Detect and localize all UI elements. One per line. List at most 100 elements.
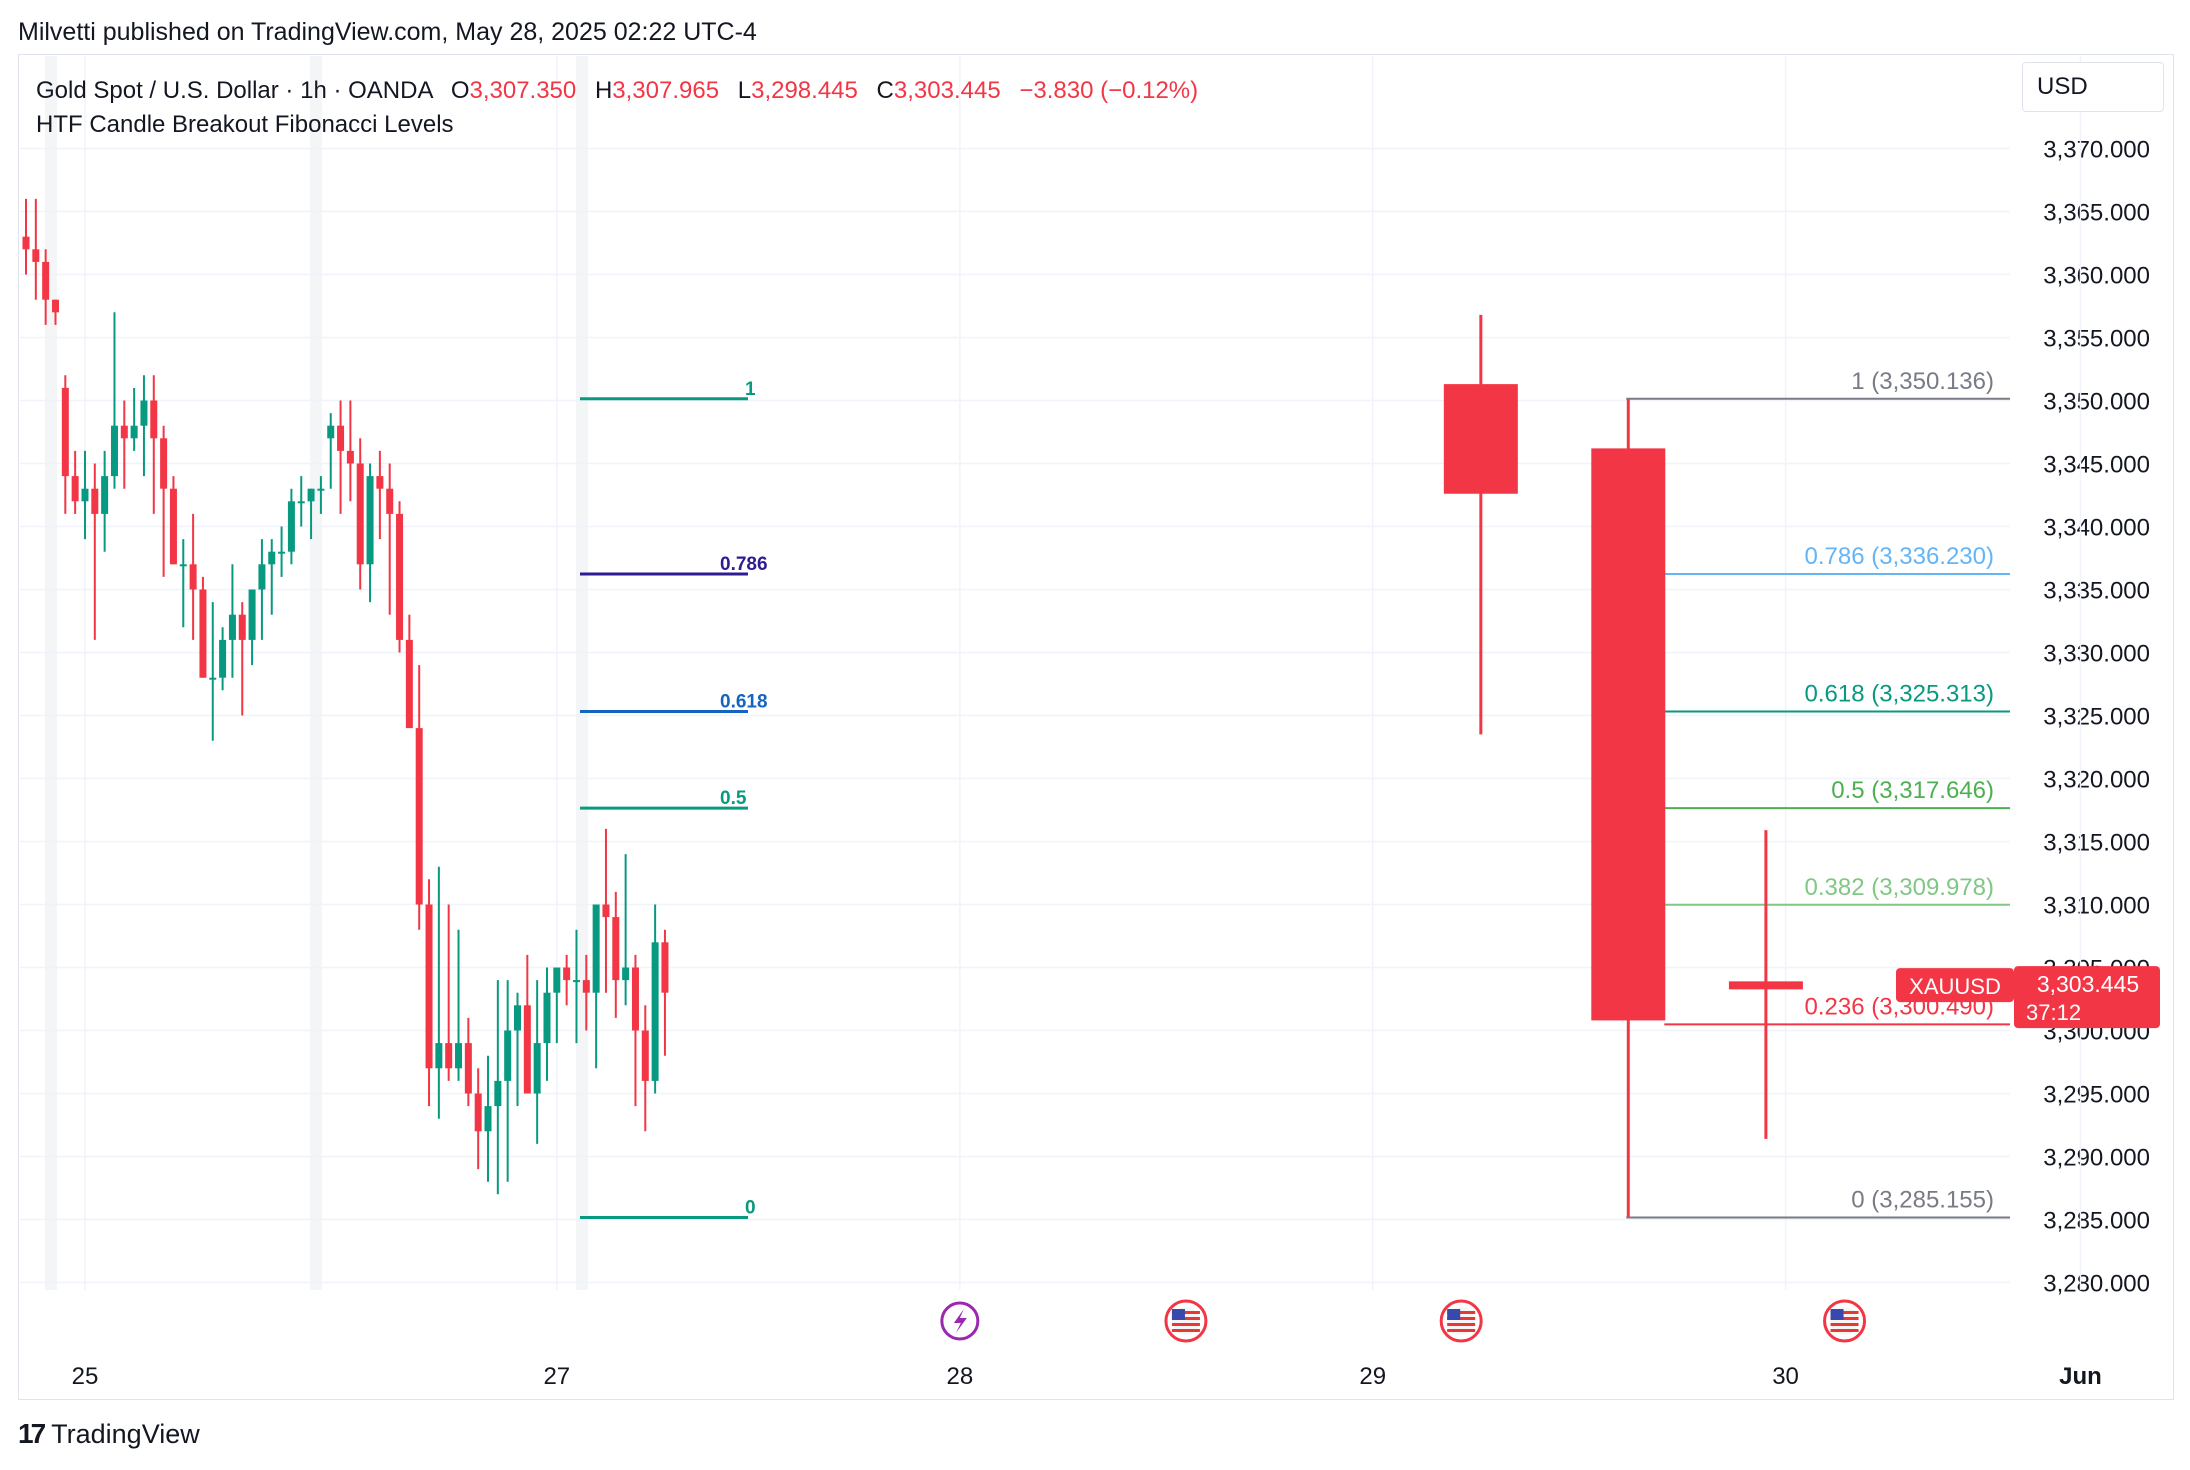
htf-candle-body	[1443, 384, 1518, 494]
y-tick-label: 3,280.000	[2043, 1271, 2150, 1298]
candle-body	[238, 614, 246, 640]
candle-body	[209, 677, 217, 680]
candle-body	[120, 425, 128, 439]
price-tag-symbol	[1896, 968, 2014, 1003]
candle-body	[287, 501, 295, 552]
y-tick-label: 3,310.000	[2043, 893, 2150, 920]
x-tick-label: 30	[1772, 1363, 1799, 1390]
candle-body	[553, 967, 561, 993]
fib-short-label-0-786: 0.786	[720, 554, 768, 575]
y-tick-label: 3,370.000	[2043, 137, 2150, 164]
tradingview-logo[interactable]: 17 TradingView	[18, 1418, 200, 1450]
candle-body	[435, 1043, 443, 1069]
candle-body	[376, 476, 384, 489]
candle-body	[533, 1043, 541, 1094]
candle-body	[228, 614, 236, 640]
candle-body	[622, 967, 630, 981]
candle-body	[356, 463, 364, 565]
candle-body	[297, 501, 305, 504]
price-tag-value	[2014, 966, 2160, 1029]
us-flag-canton	[1447, 1309, 1461, 1320]
candle-body	[602, 904, 610, 918]
session-break-2	[576, 56, 588, 1290]
us-flag-canton	[1171, 1309, 1185, 1320]
candle-body	[189, 564, 197, 590]
candle-body	[22, 236, 30, 250]
fib-label-0-786: 0.786 (3,336.230)	[1805, 543, 1994, 570]
x-tick-label: 28	[946, 1363, 973, 1390]
currency-selector[interactable]: USD	[2022, 62, 2164, 112]
indicator-name[interactable]: HTF Candle Breakout Fibonacci Levels	[36, 111, 454, 138]
htf-candle-body	[1728, 981, 1803, 990]
fib-short-label-0: 0	[745, 1198, 756, 1219]
candle-body	[278, 551, 286, 554]
candle-body	[464, 1043, 472, 1094]
us-flag-stripe	[1171, 1311, 1200, 1314]
candle-body	[258, 564, 266, 590]
candle-body	[563, 967, 571, 981]
candle-body	[504, 1030, 512, 1081]
y-tick-label: 3,290.000	[2043, 1145, 2150, 1172]
y-tick-label: 3,345.000	[2043, 452, 2150, 479]
tradingview-logo-text: TradingView	[51, 1418, 200, 1449]
candle-body	[484, 1106, 492, 1132]
candle-body	[523, 1005, 531, 1094]
change-value: −3.830 (−0.12%)	[1019, 77, 1199, 104]
candle-body	[317, 488, 325, 491]
y-tick-label: 3,355.000	[2043, 326, 2150, 353]
candle-body	[268, 551, 276, 565]
candle-body	[91, 488, 99, 514]
symbol-title[interactable]: Gold Spot / U.S. Dollar · 1h · OANDA	[36, 77, 433, 104]
candle-body	[543, 992, 551, 1044]
htf-candle-body	[1591, 448, 1666, 1021]
candle-body	[386, 488, 394, 514]
candle-body	[514, 1005, 521, 1031]
candle-body	[346, 450, 354, 464]
y-tick-label: 3,325.000	[2043, 704, 2150, 731]
chart-legend: Gold Spot / U.S. Dollar · 1h · OANDA O 3,…	[36, 74, 1198, 142]
price-tag-symbol-text: XAUUSD	[1909, 974, 2001, 999]
candle-body	[445, 1043, 453, 1069]
lightning-bolt-icon	[953, 1309, 967, 1333]
price-tag-countdown: 37:12	[2026, 1000, 2081, 1025]
y-tick-label: 3,320.000	[2043, 767, 2150, 794]
candle-body	[396, 513, 404, 640]
candle-body	[61, 387, 69, 477]
candle-body	[582, 980, 590, 993]
session-break-0	[45, 56, 57, 1290]
fib-short-label-0-5: 0.5	[720, 788, 747, 809]
candle-body	[248, 589, 256, 640]
candle-body	[140, 400, 148, 426]
us-flag-stripe	[1830, 1311, 1859, 1314]
candle-body	[81, 488, 89, 502]
us-flag-stripe	[1447, 1323, 1476, 1326]
us-flag-stripe	[1447, 1311, 1476, 1314]
candle-body	[572, 980, 580, 983]
candle-body	[179, 564, 187, 567]
x-tick-label: 25	[72, 1363, 99, 1390]
candle-body	[661, 942, 669, 993]
price-tag-value-text: 3,303.445	[2037, 971, 2139, 997]
candle-body	[110, 425, 118, 477]
open-label: O	[450, 77, 470, 104]
us-flag-stripe	[1830, 1329, 1859, 1332]
close-label: C	[876, 77, 894, 104]
y-tick-label: 3,335.000	[2043, 578, 2150, 605]
candle-body	[130, 425, 138, 439]
candle-body	[592, 904, 600, 993]
tradingview-logo-icon: 17	[18, 1418, 46, 1449]
candle-body	[474, 1093, 482, 1132]
candle-body	[42, 261, 50, 300]
candle-body	[641, 1030, 649, 1081]
us-flag-stripe	[1447, 1317, 1476, 1320]
close-value: 3,303.445	[893, 77, 1001, 104]
candle-body	[169, 488, 177, 565]
x-tick-label: 27	[543, 1363, 570, 1390]
low-value: 3,298.445	[751, 77, 858, 104]
candle-body	[405, 639, 413, 729]
y-tick-label: 3,295.000	[2043, 1082, 2150, 1109]
us-flag-stripe	[1171, 1329, 1200, 1332]
x-tick-label: 29	[1359, 1363, 1386, 1390]
fib-label-0-618: 0.618 (3,325.313)	[1805, 681, 1994, 708]
